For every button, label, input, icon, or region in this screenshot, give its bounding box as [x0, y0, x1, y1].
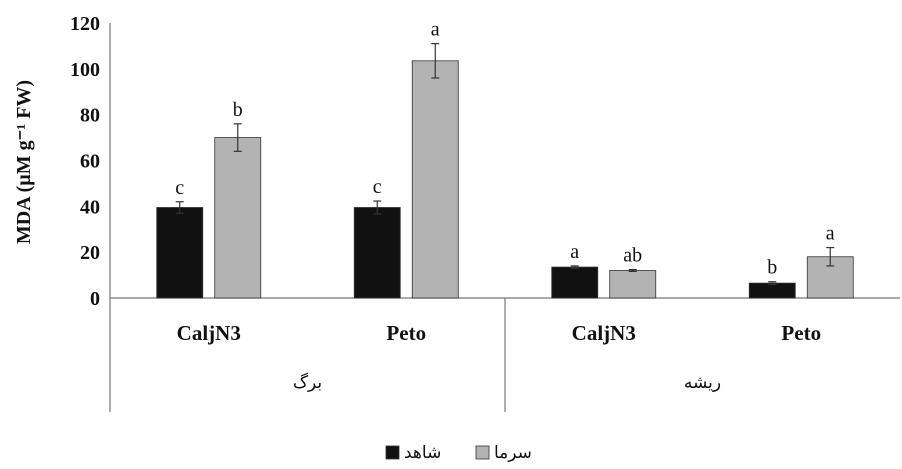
- y-tick-label: 80: [80, 105, 100, 127]
- x-tick-label: Peto: [781, 321, 821, 345]
- bar: [749, 283, 795, 298]
- y-axis-ticks: 0 20 40 60 80 100 120: [70, 13, 100, 310]
- significance-label: c: [175, 177, 184, 199]
- legend-label: سرما: [494, 443, 532, 463]
- legend-swatch: [476, 446, 489, 459]
- y-tick-label: 60: [80, 151, 100, 173]
- bar: [552, 267, 598, 298]
- significance-label: b: [767, 257, 777, 279]
- group-label: ریشه: [684, 373, 721, 393]
- y-tick-label: 0: [90, 288, 100, 310]
- legend: شاهد سرما: [386, 443, 532, 463]
- x-tick-label: CaljN3: [572, 321, 636, 345]
- significance-label: ab: [623, 245, 642, 267]
- bar: [215, 138, 261, 298]
- x-axis-category-labels: CaljN3 Peto CaljN3 Peto: [177, 321, 821, 345]
- significance-label: c: [373, 176, 382, 198]
- group-label: برگ: [293, 372, 322, 393]
- y-tick-label: 100: [70, 59, 100, 81]
- significance-label: b: [233, 99, 243, 121]
- y-tick-label: 120: [70, 13, 100, 35]
- bar: [157, 207, 203, 298]
- significance-label: a: [570, 241, 579, 263]
- bar: [610, 271, 656, 299]
- x-tick-label: Peto: [386, 321, 426, 345]
- bar: [412, 61, 458, 298]
- significance-label: a: [431, 19, 440, 41]
- legend-label: شاهد: [404, 443, 441, 463]
- bars: c b c a a ab b a: [157, 19, 854, 298]
- bar: [354, 207, 400, 298]
- significance-label: a: [826, 223, 835, 245]
- y-tick-label: 40: [80, 196, 100, 218]
- y-axis-label: MDA (µM g⁻¹ FW): [13, 80, 35, 244]
- x-tick-label: CaljN3: [177, 321, 241, 345]
- legend-swatch: [386, 446, 399, 459]
- y-tick-label: 20: [80, 242, 100, 264]
- x-axis-group-labels: برگ ریشه: [293, 372, 721, 393]
